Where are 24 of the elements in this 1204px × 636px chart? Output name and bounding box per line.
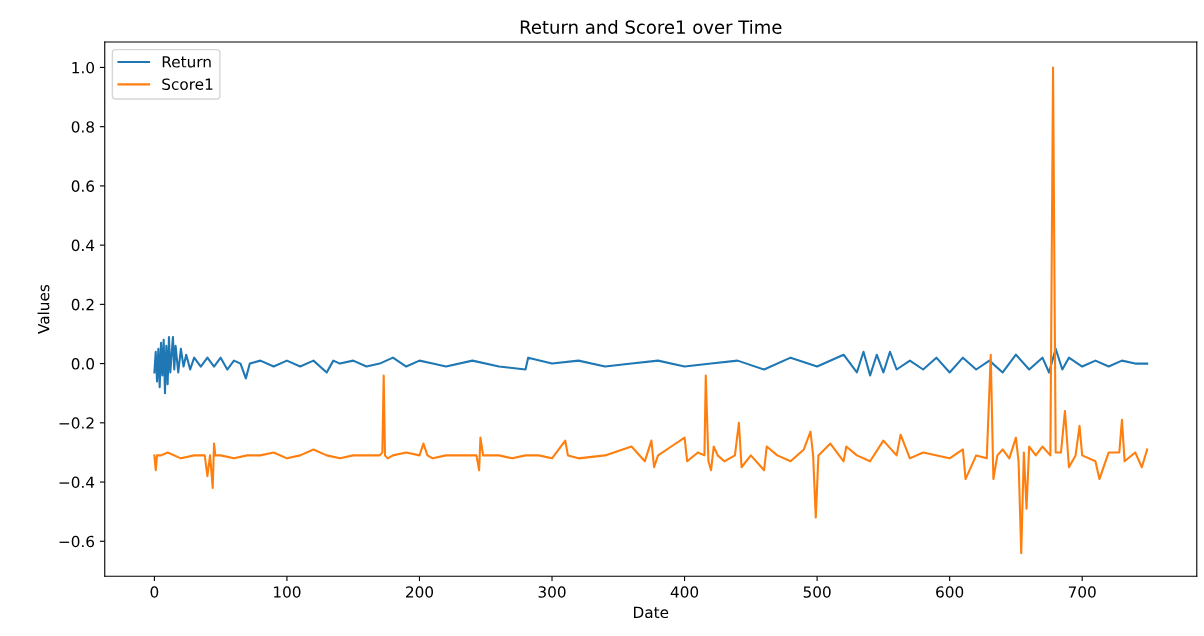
line-series (153, 66, 1149, 555)
y-tick-label: −0.2 (59, 417, 94, 429)
y-tick-label: 0.6 (71, 180, 95, 192)
x-tick-label: 700 (1068, 586, 1096, 598)
y-tick-label: 0.2 (71, 298, 94, 311)
y-tick-label: −0.4 (59, 476, 95, 489)
y-tick-label: 0.0 (71, 358, 95, 370)
x-tick-label: 100 (274, 586, 301, 598)
x-tick-label: 500 (803, 586, 831, 598)
line-series (153, 335, 1149, 395)
x-tick-label: 400 (670, 586, 699, 598)
x-tick-label: 200 (406, 586, 434, 598)
x-tick-label: 300 (538, 586, 566, 598)
chart-title: Return and Score1 over Time (520, 19, 782, 34)
legend-label: Return (162, 56, 211, 68)
x-tick-label: 0 (150, 586, 159, 598)
y-tick-label: 0.4 (71, 239, 95, 252)
legend-label: Score1 (162, 78, 213, 90)
y-tick-label: 1.0 (72, 61, 95, 74)
x-axis-title: Date (634, 606, 669, 619)
y-tick-label: 0.8 (71, 121, 94, 133)
y-axis-title: Values (37, 284, 50, 334)
y-tick-label: −0.6 (59, 535, 95, 548)
x-tick-label: 600 (936, 586, 964, 598)
